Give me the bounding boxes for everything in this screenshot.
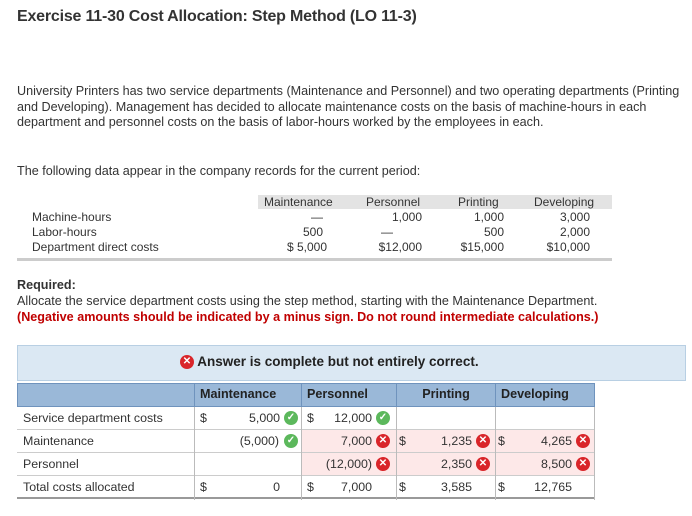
data-table-header-band (258, 195, 612, 209)
data-cell: 1,000 (391, 210, 422, 224)
table-row: Maintenance (5,000) ✓ 7,000 ✕ $ 1,235 ✕ … (17, 430, 595, 453)
personnel-value[interactable]: (12,000) (325, 457, 372, 471)
x-circle-icon: ✕ (476, 434, 490, 448)
answer-header-blank (17, 383, 195, 407)
data-cell: $12,000 (378, 240, 422, 254)
answer-header-maintenance: Maintenance (194, 383, 302, 407)
answer-header-personnel: Personnel (301, 383, 397, 407)
personnel-value[interactable]: 12,000 (334, 411, 372, 425)
data-table: Maintenance Personnel Printing Developin… (17, 195, 612, 261)
data-row-label: Department direct costs (32, 240, 159, 254)
dollar-sign: $ (200, 480, 207, 494)
developing-value[interactable]: 4,265 (540, 434, 572, 448)
dollar-sign: $ (498, 434, 505, 448)
answer-header-developing: Developing (495, 383, 595, 407)
column-divider (194, 407, 195, 500)
data-cell: 1,000 (473, 210, 504, 224)
data-row-label: Machine-hours (32, 210, 112, 224)
answer-status-text: Answer is complete but not entirely corr… (197, 354, 479, 369)
table-row: Personnel (12,000) ✕ 2,350 ✕ 8,500 ✕ (17, 453, 595, 476)
x-circle-icon: ✕ (376, 434, 390, 448)
data-header-printing: Printing (458, 195, 499, 209)
dollar-sign: $ (399, 480, 406, 494)
answer-banner (17, 345, 686, 381)
x-circle-icon: ✕ (576, 434, 590, 448)
x-circle-icon: ✕ (376, 457, 390, 471)
dollar-sign: $ (307, 411, 314, 425)
data-cell: 3,000 (559, 210, 590, 224)
row-label: Service department costs (23, 411, 163, 425)
maintenance-value[interactable]: 5,000 (248, 411, 280, 425)
required-section: Required: Allocate the service departmen… (17, 277, 687, 325)
answer-status: ✕ Answer is complete but not entirely co… (180, 354, 479, 370)
column-divider (594, 407, 595, 500)
incorrect-cell-bg (301, 453, 595, 475)
dollar-sign: $ (399, 434, 406, 448)
data-row-label: Labor-hours (32, 225, 97, 239)
data-cell: — (381, 225, 393, 239)
column-divider (301, 407, 302, 500)
table-row: Service department costs $ 5,000 ✓ $ 12,… (17, 407, 595, 430)
personnel-value[interactable]: 7,000 (340, 434, 372, 448)
required-note: (Negative amounts should be indicated by… (17, 310, 599, 324)
x-circle-icon: ✕ (476, 457, 490, 471)
data-intro: The following data appear in the company… (17, 164, 421, 178)
row-label: Maintenance (23, 434, 94, 448)
developing-value[interactable]: 8,500 (540, 457, 572, 471)
maintenance-value: 0 (273, 480, 280, 494)
data-cell: 500 (302, 225, 323, 239)
x-circle-icon: ✕ (180, 355, 194, 370)
printing-value: 3,585 (440, 480, 472, 494)
data-cell: 2,000 (559, 225, 590, 239)
required-label: Required: (17, 278, 76, 292)
x-circle-icon: ✕ (576, 457, 590, 471)
page-title: Exercise 11-30 Cost Allocation: Step Met… (17, 8, 417, 25)
column-divider (495, 407, 496, 500)
row-label: Personnel (23, 457, 79, 471)
problem-intro: University Printers has two service depa… (17, 84, 680, 129)
data-cell: $10,000 (546, 240, 590, 254)
dollar-sign: $ (498, 480, 505, 494)
row-label: Total costs allocated (23, 480, 135, 494)
data-header-developing: Developing (534, 195, 595, 209)
answer-header-printing: Printing (396, 383, 496, 407)
printing-value[interactable]: 1,235 (440, 434, 472, 448)
check-circle-icon: ✓ (376, 411, 390, 425)
maintenance-value[interactable]: (5,000) (239, 434, 279, 448)
data-cell: — (311, 210, 323, 224)
dollar-sign: $ (200, 411, 207, 425)
table-row: Total costs allocated $ 0 $ 7,000 $ 3,58… (17, 476, 595, 499)
dollar-sign: $ (307, 480, 314, 494)
developing-value: 12,765 (534, 480, 572, 494)
check-circle-icon: ✓ (284, 411, 298, 425)
required-text: Allocate the service department costs us… (17, 294, 598, 308)
data-cell: 500 (483, 225, 504, 239)
check-circle-icon: ✓ (284, 434, 298, 448)
data-header-personnel: Personnel (366, 195, 421, 209)
personnel-value: 7,000 (340, 480, 372, 494)
data-cell: $15,000 (460, 240, 504, 254)
data-header-maintenance: Maintenance (264, 195, 333, 209)
printing-value[interactable]: 2,350 (440, 457, 472, 471)
incorrect-cell-bg (301, 430, 396, 452)
data-cell: $ 5,000 (286, 240, 327, 254)
column-divider (396, 407, 397, 500)
